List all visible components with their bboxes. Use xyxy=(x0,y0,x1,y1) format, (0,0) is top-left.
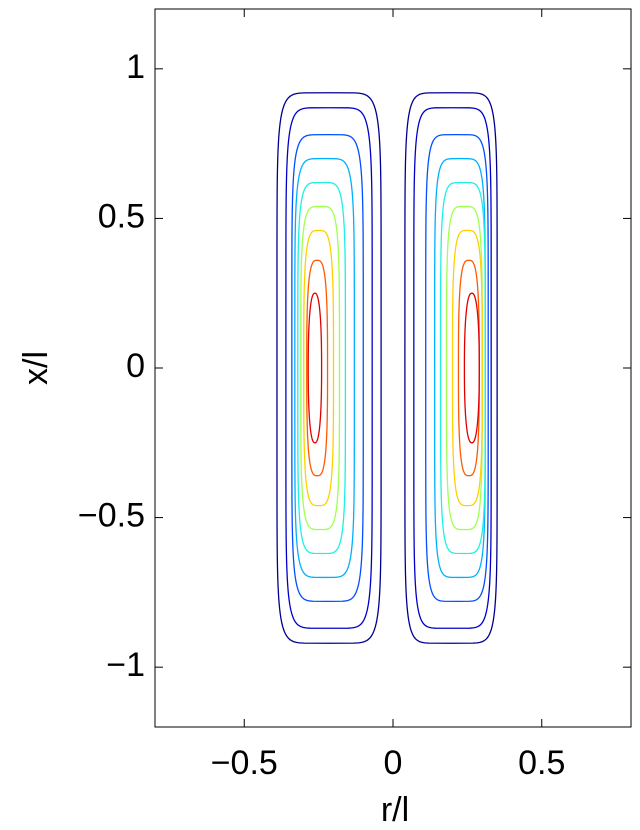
x-tick-label: −0.5 xyxy=(211,744,278,782)
y-tick-label: −1 xyxy=(106,646,145,684)
contour-line xyxy=(276,92,382,644)
contour-line xyxy=(306,259,329,477)
contour-line xyxy=(291,133,364,603)
contour-line xyxy=(285,107,373,629)
y-axis-label: x/l xyxy=(17,351,55,385)
x-tick-label: 0.5 xyxy=(518,744,565,782)
contour-line xyxy=(451,229,483,507)
contour-line xyxy=(300,205,341,531)
contour-line xyxy=(303,229,335,507)
contour-line xyxy=(404,92,498,644)
contour-line xyxy=(307,292,323,444)
plot-frame xyxy=(154,8,632,728)
y-tick-label: 0 xyxy=(126,347,145,385)
contour-line xyxy=(433,157,486,579)
contour-line xyxy=(413,107,492,629)
y-tick-label: 1 xyxy=(126,48,145,86)
contour-line xyxy=(445,205,483,531)
contour-line xyxy=(425,133,489,603)
x-tick-label: 0 xyxy=(384,744,403,782)
contour-line xyxy=(457,259,480,477)
contour-line xyxy=(439,181,486,555)
contour-line xyxy=(463,292,480,444)
contour-line xyxy=(294,157,355,579)
y-tick-label: −0.5 xyxy=(78,497,145,535)
contour-line xyxy=(297,181,347,555)
y-tick-label: 0.5 xyxy=(98,197,145,235)
x-axis-label: r/l xyxy=(381,791,409,829)
